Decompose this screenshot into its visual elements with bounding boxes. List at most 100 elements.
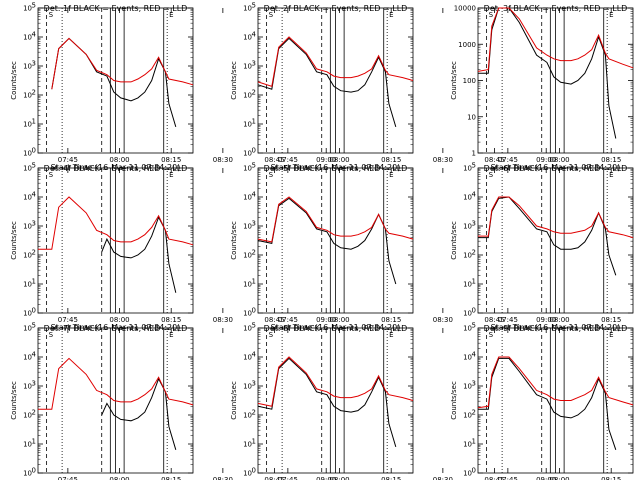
y-tick-exponent: 4 <box>252 351 257 359</box>
y-tick-label: 10 <box>463 223 472 231</box>
y-tick-label: 10 <box>243 383 252 391</box>
y-tick-label: 10 <box>23 441 32 449</box>
y-tick-exponent: 3 <box>252 380 256 388</box>
x-tick-label: 08:00 <box>549 316 569 324</box>
end-marker: E <box>389 171 393 179</box>
y-tick-label: 10 <box>463 165 472 173</box>
y-tick-label: 10 <box>23 354 32 362</box>
y-tick-exponent: 5 <box>252 2 256 10</box>
series-line-events <box>257 357 397 448</box>
start-marker: S <box>269 331 274 339</box>
series-line-lld <box>257 356 414 407</box>
x-tick-label: 08:45 <box>264 316 284 324</box>
end-marker: E <box>609 331 613 339</box>
x-tick-label: 07:45 <box>498 156 518 164</box>
x-tick-label: 08:15 <box>161 156 181 164</box>
y-tick-label: 10 <box>23 470 32 478</box>
x-axis-title: Start Time (16-Mar-11 07:34:20) <box>491 323 621 332</box>
x-tick-label: 08:30 <box>433 156 453 164</box>
x-tick-label: 08:00 <box>549 156 569 164</box>
y-tick-label: 10 <box>23 63 32 71</box>
x-tick-label: 08:15 <box>381 476 401 480</box>
end-marker: E <box>389 11 393 19</box>
series-line-lld <box>38 357 194 410</box>
x-tick-label: 08:30 <box>213 316 233 324</box>
y-axis-title: Counts/sec <box>10 61 18 100</box>
y-axis-title: Counts/sec <box>230 61 238 100</box>
y-tick-exponent: 3 <box>32 220 36 228</box>
series-line-events <box>478 7 617 139</box>
y-tick-exponent: 4 <box>472 351 477 359</box>
y-tick-exponent: 5 <box>32 162 36 170</box>
x-tick-label: 08:45 <box>484 156 504 164</box>
y-tick-exponent: 3 <box>472 380 476 388</box>
y-axis-title: Counts/sec <box>450 61 458 100</box>
y-tick-label: 10 <box>243 5 252 13</box>
end-marker: E <box>169 171 173 179</box>
x-tick-label: 08:00 <box>109 316 129 324</box>
y-tick-exponent: 2 <box>32 409 36 417</box>
y-tick-label: 10 <box>463 325 472 333</box>
y-tick-label: 10 <box>463 412 472 420</box>
x-tick-label: 07:45 <box>278 156 298 164</box>
y-axis-title: Counts/sec <box>10 381 18 420</box>
y-tick-exponent: 0 <box>472 467 476 475</box>
x-tick-label: 09:00 <box>316 156 336 164</box>
end-marker: E <box>169 11 173 19</box>
y-tick-label: 1 <box>472 150 476 158</box>
y-tick-exponent: 2 <box>252 89 256 97</box>
x-tick-label: 07:45 <box>498 316 518 324</box>
y-tick-exponent: 3 <box>472 220 476 228</box>
x-tick-label: 07:45 <box>58 476 78 480</box>
y-tick-exponent: 1 <box>252 118 256 126</box>
start-marker: S <box>49 171 54 179</box>
y-tick-exponent: 4 <box>252 191 257 199</box>
x-axis-title: Start Time (16-Mar-11 07:34:20) <box>51 323 181 332</box>
y-tick-exponent: 4 <box>32 191 37 199</box>
y-tick-label: 10 <box>23 5 32 13</box>
x-tick-label: 08:15 <box>161 476 181 480</box>
y-tick-label: 10 <box>23 310 32 318</box>
y-tick-label: 10 <box>23 34 32 42</box>
y-axis-title: Counts/sec <box>230 381 238 420</box>
x-tick-label: 08:15 <box>381 156 401 164</box>
y-tick-exponent: 5 <box>252 162 256 170</box>
y-tick-exponent: 2 <box>252 249 256 257</box>
x-tick-label: 08:00 <box>329 316 349 324</box>
series-line-events <box>478 196 617 276</box>
y-tick-label: 10 <box>243 470 252 478</box>
start-marker: S <box>269 171 274 179</box>
y-tick-exponent: 1 <box>472 438 476 446</box>
y-tick-label: 10 <box>467 113 476 121</box>
series-line-events <box>51 37 177 128</box>
series-line-lld <box>51 37 194 90</box>
y-tick-exponent: 1 <box>32 438 36 446</box>
x-tick-label: 09:00 <box>536 156 556 164</box>
y-tick-label: 10 <box>243 194 252 202</box>
y-tick-label: 10000 <box>454 5 476 13</box>
x-tick-label: 08:15 <box>161 316 181 324</box>
y-tick-label: 10 <box>23 194 32 202</box>
start-marker: S <box>489 331 494 339</box>
x-tick-label: 07:45 <box>58 156 78 164</box>
y-tick-exponent: 3 <box>32 60 36 68</box>
y-tick-exponent: 5 <box>32 322 36 330</box>
series-line-events <box>257 37 397 128</box>
start-marker: S <box>489 11 494 19</box>
y-tick-exponent: 5 <box>472 322 476 330</box>
y-tick-label: 10 <box>243 325 252 333</box>
y-tick-label: 10 <box>23 165 32 173</box>
y-tick-label: 10 <box>463 441 472 449</box>
x-axis-title: Start Time (16-Mar-11 07:34:20) <box>271 163 401 172</box>
start-marker: S <box>49 331 54 339</box>
y-axis-title: Counts/sec <box>10 221 18 260</box>
x-axis-title: Start Time (16-Mar-11 07:34:20) <box>51 163 181 172</box>
y-tick-exponent: 0 <box>32 307 36 315</box>
y-tick-label: 10 <box>23 383 32 391</box>
series-line-lld <box>478 196 634 239</box>
y-tick-label: 10 <box>463 354 472 362</box>
